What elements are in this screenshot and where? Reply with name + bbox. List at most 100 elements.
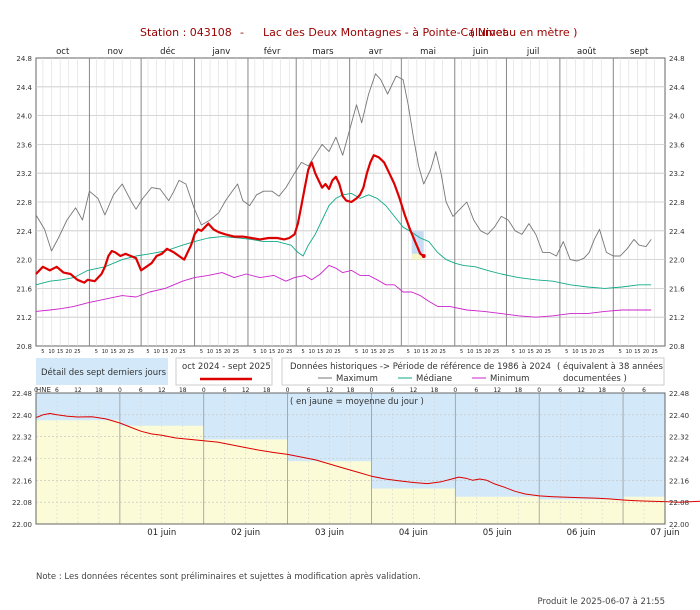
y-tick-label-right: 23.6 bbox=[669, 141, 685, 149]
detail-hour-label: 0 bbox=[370, 387, 374, 394]
y-tick-label-left: 21.6 bbox=[16, 285, 32, 293]
detail-y-label-left: 22.08 bbox=[12, 499, 32, 507]
detail-hour-label: 18 bbox=[347, 387, 355, 394]
day-tick-label: 10 bbox=[362, 349, 368, 355]
day-tick-label: 20 bbox=[484, 349, 490, 355]
detail-day-label-1: 02 juin bbox=[231, 528, 260, 538]
y-tick-label-right: 23.2 bbox=[669, 170, 685, 178]
detail-hour-label: 0 bbox=[286, 387, 290, 394]
day-tick-label: 20 bbox=[66, 349, 72, 355]
day-tick-label: 25 bbox=[74, 349, 80, 355]
detail-current-line bbox=[35, 413, 700, 503]
detail-hour-label: 0 bbox=[34, 387, 38, 394]
historical-legend-label: Données historiques -> Période de référe… bbox=[290, 361, 551, 372]
detail-hour-label: 0 bbox=[537, 387, 541, 394]
y-tick-label-right: 21.2 bbox=[669, 314, 685, 322]
day-tick-label: 20 bbox=[171, 349, 177, 355]
detail-y-label-left: 22.48 bbox=[12, 390, 32, 398]
day-tick-label: 20 bbox=[278, 349, 284, 355]
current-legend-label: oct 2024 - sept 2025 bbox=[182, 362, 271, 372]
detail-hour-label: 6 bbox=[55, 387, 59, 394]
y-tick-label-right: 24.4 bbox=[669, 84, 685, 92]
day-tick-label: 25 bbox=[334, 349, 340, 355]
day-tick-label: 15 bbox=[634, 349, 640, 355]
detail-hour-label: 12 bbox=[577, 387, 585, 394]
historical-legend-box bbox=[281, 357, 665, 386]
day-tick-label: 10 bbox=[102, 349, 108, 355]
day-tick-label: 15 bbox=[476, 349, 482, 355]
day-tick-label: 15 bbox=[581, 349, 587, 355]
detail-y-label-left: 22.32 bbox=[12, 434, 32, 442]
detail-hour-label: 18 bbox=[598, 387, 606, 394]
y-tick-label-right: 22.8 bbox=[669, 199, 685, 207]
minimum-legend-label: Minimum bbox=[490, 374, 529, 384]
day-tick-label: 10 bbox=[626, 349, 632, 355]
detail-day-label-0: 01 juin bbox=[147, 528, 176, 538]
y-tick-label-left: 24.8 bbox=[16, 55, 32, 63]
day-tick-label: 25 bbox=[286, 349, 292, 355]
y-tick-label-right: 24.8 bbox=[669, 55, 685, 63]
day-tick-label: 15 bbox=[57, 349, 63, 355]
detail-day-label-6: 07 juin bbox=[650, 528, 679, 538]
legend-strip: Détail des sept derniers jours oct 2024 … bbox=[36, 357, 665, 386]
daily-mean-note: ( en jaune = moyenne du jour ) bbox=[290, 397, 424, 407]
day-tick-label: 25 bbox=[440, 349, 446, 355]
recent-week-mean bbox=[411, 253, 424, 260]
detail-hour-label: 6 bbox=[642, 387, 646, 394]
lake-title: Lac des Deux Montagnes - à Pointe-Calume… bbox=[263, 26, 507, 39]
station-title: Station : 043108 bbox=[140, 26, 232, 39]
detail-hour-label: 12 bbox=[410, 387, 418, 394]
detail-hour-label: 12 bbox=[74, 387, 82, 394]
y-tick-label-right: 21.6 bbox=[669, 285, 685, 293]
month-label-6: avr bbox=[369, 47, 383, 57]
day-tick-label: 25 bbox=[179, 349, 185, 355]
day-tick-label: 5 bbox=[355, 349, 358, 355]
detail-hour-label: 12 bbox=[158, 387, 166, 394]
detail-chart-series bbox=[35, 392, 700, 525]
day-tick-label: 10 bbox=[572, 349, 578, 355]
detail-chart-grid bbox=[36, 393, 665, 524]
month-label-7: mai bbox=[420, 47, 436, 57]
detail-y-label-right: 22.08 bbox=[669, 499, 689, 507]
y-tick-label-left: 22.4 bbox=[16, 228, 32, 236]
detail-plot-frame bbox=[35, 392, 666, 525]
day-tick-label: 5 bbox=[512, 349, 515, 355]
month-label-0: oct bbox=[56, 47, 70, 57]
maximum-legend-label: Maximum bbox=[336, 374, 378, 384]
detail-hour-label: 6 bbox=[139, 387, 143, 394]
detail-y-label-left: 22.00 bbox=[12, 521, 32, 529]
y-tick-label-right: 20.8 bbox=[669, 343, 685, 351]
recent-week-band bbox=[411, 230, 424, 254]
detail-y-label-right: 22.32 bbox=[669, 434, 689, 442]
detail-hour-label: 12 bbox=[242, 387, 250, 394]
day-tick-label: 5 bbox=[146, 349, 149, 355]
footer-note: Note : Les données récentes sont prélimi… bbox=[36, 571, 421, 582]
detail-hour-label: 0 bbox=[453, 387, 457, 394]
day-tick-label: 25 bbox=[493, 349, 499, 355]
detail-hour-label: 0 bbox=[621, 387, 625, 394]
day-tick-label: 10 bbox=[207, 349, 213, 355]
day-tick-label: 10 bbox=[309, 349, 315, 355]
detail-day-label-4: 05 juin bbox=[483, 528, 512, 538]
day-tick-label: 10 bbox=[260, 349, 266, 355]
day-tick-label: 25 bbox=[388, 349, 394, 355]
day-tick-label: 20 bbox=[379, 349, 385, 355]
day-tick-label: 25 bbox=[128, 349, 134, 355]
month-label-2: déc bbox=[160, 46, 176, 57]
month-label-4: févr bbox=[264, 46, 281, 57]
day-tick-label: 15 bbox=[110, 349, 116, 355]
detail-y-label-left: 22.16 bbox=[12, 477, 33, 485]
day-tick-label: 5 bbox=[200, 349, 203, 355]
day-tick-label: 20 bbox=[536, 349, 542, 355]
y-tick-label-left: 24.4 bbox=[16, 84, 32, 92]
day-tick-label: 25 bbox=[545, 349, 551, 355]
detail-hour-label: 0 bbox=[118, 387, 122, 394]
y-tick-label-left: 24.0 bbox=[16, 113, 32, 121]
month-label-3: janv bbox=[211, 47, 230, 57]
detail-hour-label: 6 bbox=[307, 387, 311, 394]
day-tick-label: 25 bbox=[598, 349, 604, 355]
current-last-point bbox=[421, 254, 426, 258]
current-series-line bbox=[35, 154, 425, 284]
y-tick-label-left: 22.8 bbox=[16, 199, 32, 207]
